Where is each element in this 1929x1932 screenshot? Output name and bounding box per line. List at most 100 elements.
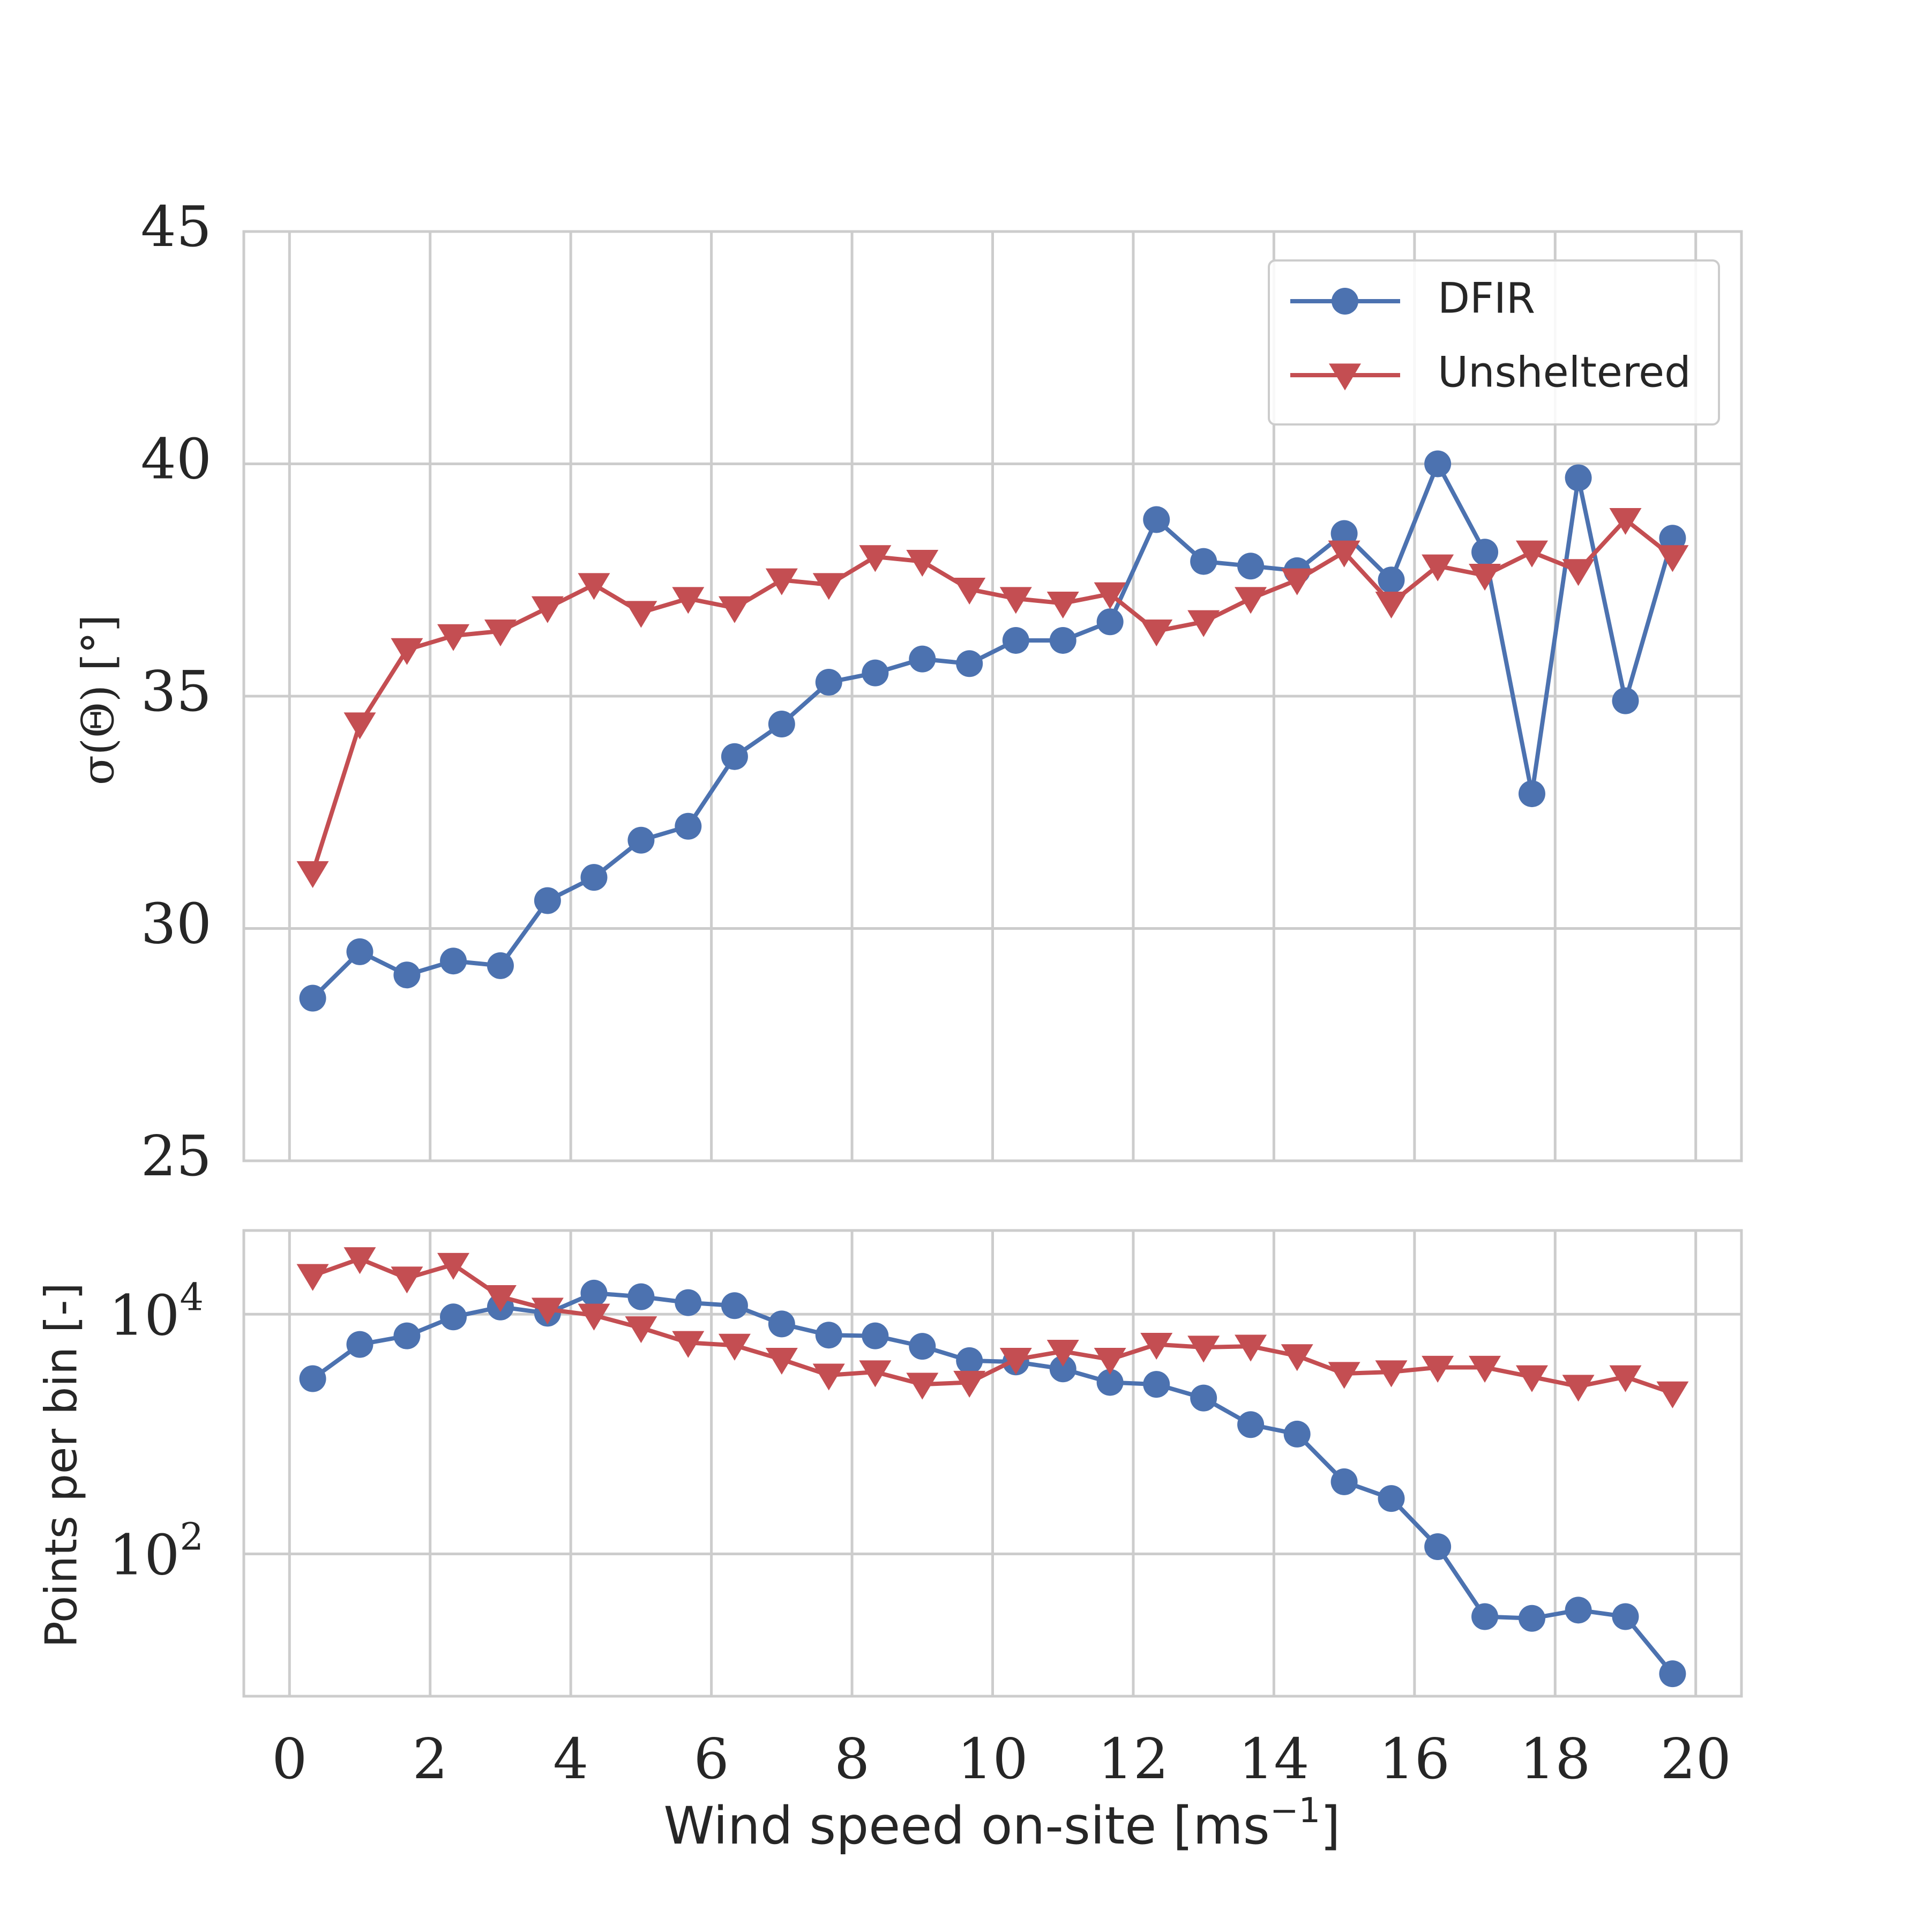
top-y-tick-label: 30 [141, 891, 212, 957]
dfir-point [440, 1303, 467, 1331]
dfir-point [1096, 608, 1124, 636]
dfir-point [487, 952, 514, 979]
legend-dfir-marker [1332, 288, 1358, 315]
unsheltered-point [999, 587, 1032, 614]
unsheltered-point [391, 1266, 423, 1294]
top-y-tick-label: 45 [141, 194, 212, 259]
dfir-point [1378, 566, 1405, 594]
x-tick-label: 2 [413, 1726, 448, 1792]
dfir-point [393, 1322, 421, 1349]
dfir-point [1283, 1420, 1311, 1448]
unsheltered-point [1422, 1355, 1454, 1383]
unsheltered-point [906, 1372, 939, 1400]
unsheltered-point [531, 1297, 564, 1325]
dfir-point [1002, 626, 1029, 654]
x-axis-label-exponent: −1 [1270, 1791, 1320, 1831]
unsheltered-point [1235, 587, 1267, 614]
dfir-point [580, 1279, 608, 1307]
bottom-grid [244, 1230, 1741, 1696]
x-tick-label: 10 [957, 1726, 1028, 1792]
dfir-point [1049, 626, 1076, 654]
dfir-point [1143, 506, 1170, 533]
unsheltered-point [531, 596, 564, 623]
x-tick-label: 16 [1379, 1726, 1450, 1792]
dfir-point [909, 1333, 936, 1360]
unsheltered-point [1094, 1347, 1126, 1375]
dfir-point [1190, 548, 1217, 575]
dfir-point [956, 1347, 983, 1374]
legend-unsheltered-label: Unsheltered [1438, 348, 1691, 397]
dfir-point [721, 743, 748, 770]
x-tick-label: 14 [1238, 1726, 1309, 1792]
unsheltered-point [391, 638, 423, 665]
unsheltered-point [343, 712, 376, 740]
unsheltered-point [1046, 592, 1079, 619]
x-tick-label: 12 [1098, 1726, 1169, 1792]
dfir-point [1237, 553, 1265, 580]
dfir-point [675, 1289, 702, 1316]
top-y-tick-label: 40 [141, 427, 212, 492]
dfir-point [627, 826, 655, 854]
dfir-point [721, 1292, 748, 1319]
dfir-point [956, 650, 983, 677]
unsheltered-point [765, 1347, 798, 1375]
unsheltered-point [1235, 1334, 1267, 1362]
dfir-point [1143, 1371, 1170, 1398]
unsheltered-point [343, 1247, 376, 1274]
dfir-point [1049, 1355, 1076, 1383]
dfir-point [1612, 1603, 1639, 1630]
dfir-point [1096, 1369, 1124, 1396]
dfir-point [1518, 1605, 1545, 1632]
unsheltered-point [1375, 1360, 1408, 1388]
unsheltered-point [1140, 620, 1173, 647]
x-tick-label: 18 [1520, 1726, 1590, 1792]
unsheltered-point [1046, 1339, 1079, 1367]
unsheltered-point [1422, 554, 1454, 581]
unsheltered-point [1328, 540, 1360, 568]
unsheltered-point [484, 620, 517, 647]
legend: DFIR Unsheltered [1268, 259, 1720, 426]
dfir-point [627, 1283, 655, 1310]
dfir-point [862, 659, 889, 687]
dfir-point [1330, 1468, 1358, 1495]
unsheltered-point [578, 1303, 610, 1331]
bottom-y-axis-label: Points per bin [-] [36, 1282, 87, 1647]
dfir-point [1424, 450, 1452, 478]
bottom-y-tick-label: 102 [109, 1515, 204, 1588]
dfir-point [1330, 520, 1358, 547]
unsheltered-point [718, 596, 751, 623]
unsheltered-point [1281, 1344, 1313, 1371]
dfir-point [299, 1365, 326, 1392]
unsheltered-point [296, 1264, 329, 1291]
dfir-point [768, 711, 795, 738]
dfir-point [1190, 1384, 1217, 1412]
dfir-point [815, 1322, 842, 1349]
x-tick-label: 4 [553, 1726, 588, 1792]
unsheltered-point [906, 549, 939, 577]
tick-exponent: 2 [180, 1515, 204, 1559]
dfir-point [1237, 1411, 1265, 1438]
dfir-point [1659, 525, 1686, 552]
unsheltered-point [437, 624, 470, 651]
x-axis-label-end: ] [1320, 1796, 1340, 1856]
dfir-point [1518, 780, 1545, 808]
unsheltered-point [625, 601, 657, 628]
unsheltered-point [484, 1285, 517, 1312]
dfir-point [393, 961, 421, 989]
top-y-tick-label: 35 [141, 659, 212, 724]
tick-base: 10 [109, 1523, 180, 1588]
dfir-point [346, 1331, 373, 1358]
top-y-tick-labels: 25 30 35 40 45 [141, 194, 212, 1189]
dfir-point [1565, 464, 1592, 491]
dfir-point [862, 1322, 889, 1349]
unsheltered-point [578, 573, 610, 600]
top-y-axis-label: σ(Θ) [°] [73, 615, 124, 785]
unsheltered-point [1328, 1362, 1360, 1389]
unsheltered-point [953, 1370, 986, 1398]
unsheltered-point [1515, 1365, 1548, 1392]
top-y-tick-label: 25 [141, 1123, 212, 1189]
unsheltered-point [1281, 568, 1313, 595]
dfir-point [815, 668, 842, 696]
